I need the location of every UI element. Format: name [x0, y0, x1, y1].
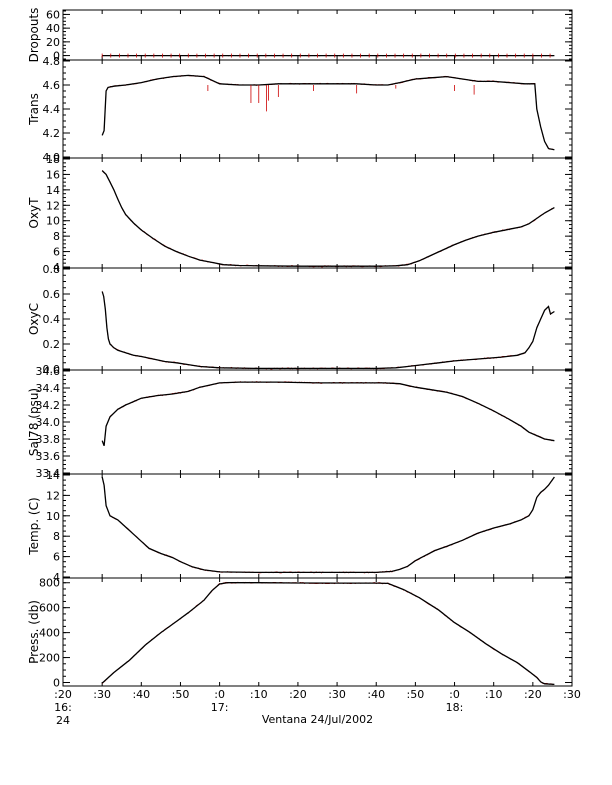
y-tick-label: 14: [46, 469, 60, 482]
series-raw-line: [101, 74, 554, 150]
y-tick-label: 0.2: [43, 338, 61, 351]
y-axis-label: Trans: [27, 93, 41, 126]
y-tick-label: 6: [53, 246, 60, 259]
panel-3: 4 6 8 10 12 14 16 18 OxyT: [27, 153, 573, 274]
x-tick-label: :40: [132, 688, 150, 701]
y-tick-label: 33.6: [36, 450, 61, 463]
x-tick-label: 24: [56, 714, 70, 727]
y-tick-label: 10: [46, 510, 60, 523]
y-tick-label: 6: [53, 551, 60, 564]
panel-5: 33.4 33.6 33.8 34.0 34.2 34.4 34.6 Sal78 (psu): [27, 365, 573, 480]
panel-frame: [62, 9, 573, 61]
y-axis-label: Press. (db): [27, 600, 41, 664]
panel-frame: [62, 577, 573, 687]
y-axis-label: OxyT: [27, 197, 41, 229]
x-tick-label: 16:: [54, 701, 72, 714]
y-tick-label: 40: [46, 22, 60, 35]
y-tick-label: 60: [46, 8, 60, 21]
y-tick-label: 18: [46, 153, 60, 166]
x-tick-label: :10: [485, 688, 503, 701]
series-raw-line: [101, 291, 554, 370]
y-tick-label: 20: [46, 36, 60, 49]
series-line: [101, 381, 555, 447]
y-tick-label: 4.2: [43, 127, 61, 140]
panel-frame: [62, 157, 573, 269]
panel-6: 4 6 8 10 12 14 Temp. (C): [27, 469, 573, 584]
y-axis-label: Sal78 (psu): [27, 388, 41, 456]
series-line: [101, 476, 555, 574]
y-tick-label: 200: [39, 652, 60, 665]
y-axis-label: Dropouts: [27, 8, 41, 63]
y-tick-label: 12: [46, 199, 60, 212]
y-tick-label: 8: [53, 230, 60, 243]
y-tick-label: 4.0: [43, 151, 61, 164]
y-tick-label: 34.4: [36, 382, 61, 395]
x-tick-label: 17:: [211, 701, 229, 714]
x-tick-label: :0: [449, 688, 460, 701]
y-axis-label: Temp. (C): [27, 497, 41, 555]
series-line: [101, 74, 555, 151]
x-axis-label: Ventana 24/Jul/2002: [262, 713, 373, 726]
x-tick-label: :10: [250, 688, 268, 701]
panel-frame: [62, 267, 573, 371]
y-tick-label: 4.4: [43, 103, 61, 116]
y-tick-label: 0.6: [43, 288, 61, 301]
y-tick-label: 400: [39, 627, 60, 640]
y-tick-label: 8: [53, 530, 60, 543]
y-tick-label: 34.2: [36, 399, 61, 412]
x-tick-label: :30: [328, 688, 346, 701]
y-tick-label: 33.4: [36, 467, 61, 480]
panel-2: 4.0 4.2 4.4 4.6 4.8 Trans: [27, 55, 573, 164]
y-tick-label: 800: [39, 577, 60, 590]
series-line: [101, 582, 555, 686]
x-tick-label: :20: [524, 688, 542, 701]
y-tick-label: 0: [53, 677, 60, 690]
x-tick-label: :50: [407, 688, 425, 701]
y-tick-label: 0.0: [43, 363, 61, 376]
y-tick-label: 10: [46, 215, 60, 228]
series-raw-line: [101, 477, 554, 574]
y-tick-label: 12: [46, 489, 60, 502]
panel-4: 0.0 0.2 0.4 0.6 0.8 OxyC: [27, 263, 573, 376]
y-tick-label: 0.8: [43, 263, 61, 276]
panel-frame: [62, 473, 573, 579]
panel-frame: [62, 59, 573, 159]
panel-7: 0 200 400 600 800 Press. (db): [27, 577, 573, 690]
y-tick-label: 4.6: [43, 79, 61, 92]
x-tick-label: :30: [563, 688, 581, 701]
x-tick-label: :50: [172, 688, 190, 701]
y-tick-label: 16: [46, 168, 60, 181]
y-tick-label: 600: [39, 602, 60, 615]
x-tick-label: :20: [289, 688, 307, 701]
x-tick-label: :30: [93, 688, 111, 701]
series-raw-line: [101, 381, 554, 446]
y-tick-label: 34.0: [36, 416, 61, 429]
series-raw-line: [101, 170, 554, 268]
x-tick-label: :40: [367, 688, 385, 701]
panel-frame: [62, 369, 573, 475]
x-tick-label: :20: [54, 688, 72, 701]
series-raw-line: [101, 581, 554, 686]
y-axis-label: OxyC: [27, 303, 41, 335]
y-tick-label: 0.4: [43, 313, 61, 326]
x-tick-label: 18:: [446, 701, 464, 714]
series-line: [101, 170, 555, 267]
y-tick-label: 0: [53, 50, 60, 63]
y-tick-label: 14: [46, 184, 60, 197]
y-tick-label: 34.6: [36, 365, 61, 378]
y-tick-label: 4.8: [43, 55, 61, 68]
x-tick-label: :0: [214, 688, 225, 701]
y-tick-label: 33.8: [36, 433, 61, 446]
series-line: [101, 291, 555, 370]
y-tick-label: 4: [53, 571, 60, 584]
y-tick-label: 4: [53, 261, 60, 274]
